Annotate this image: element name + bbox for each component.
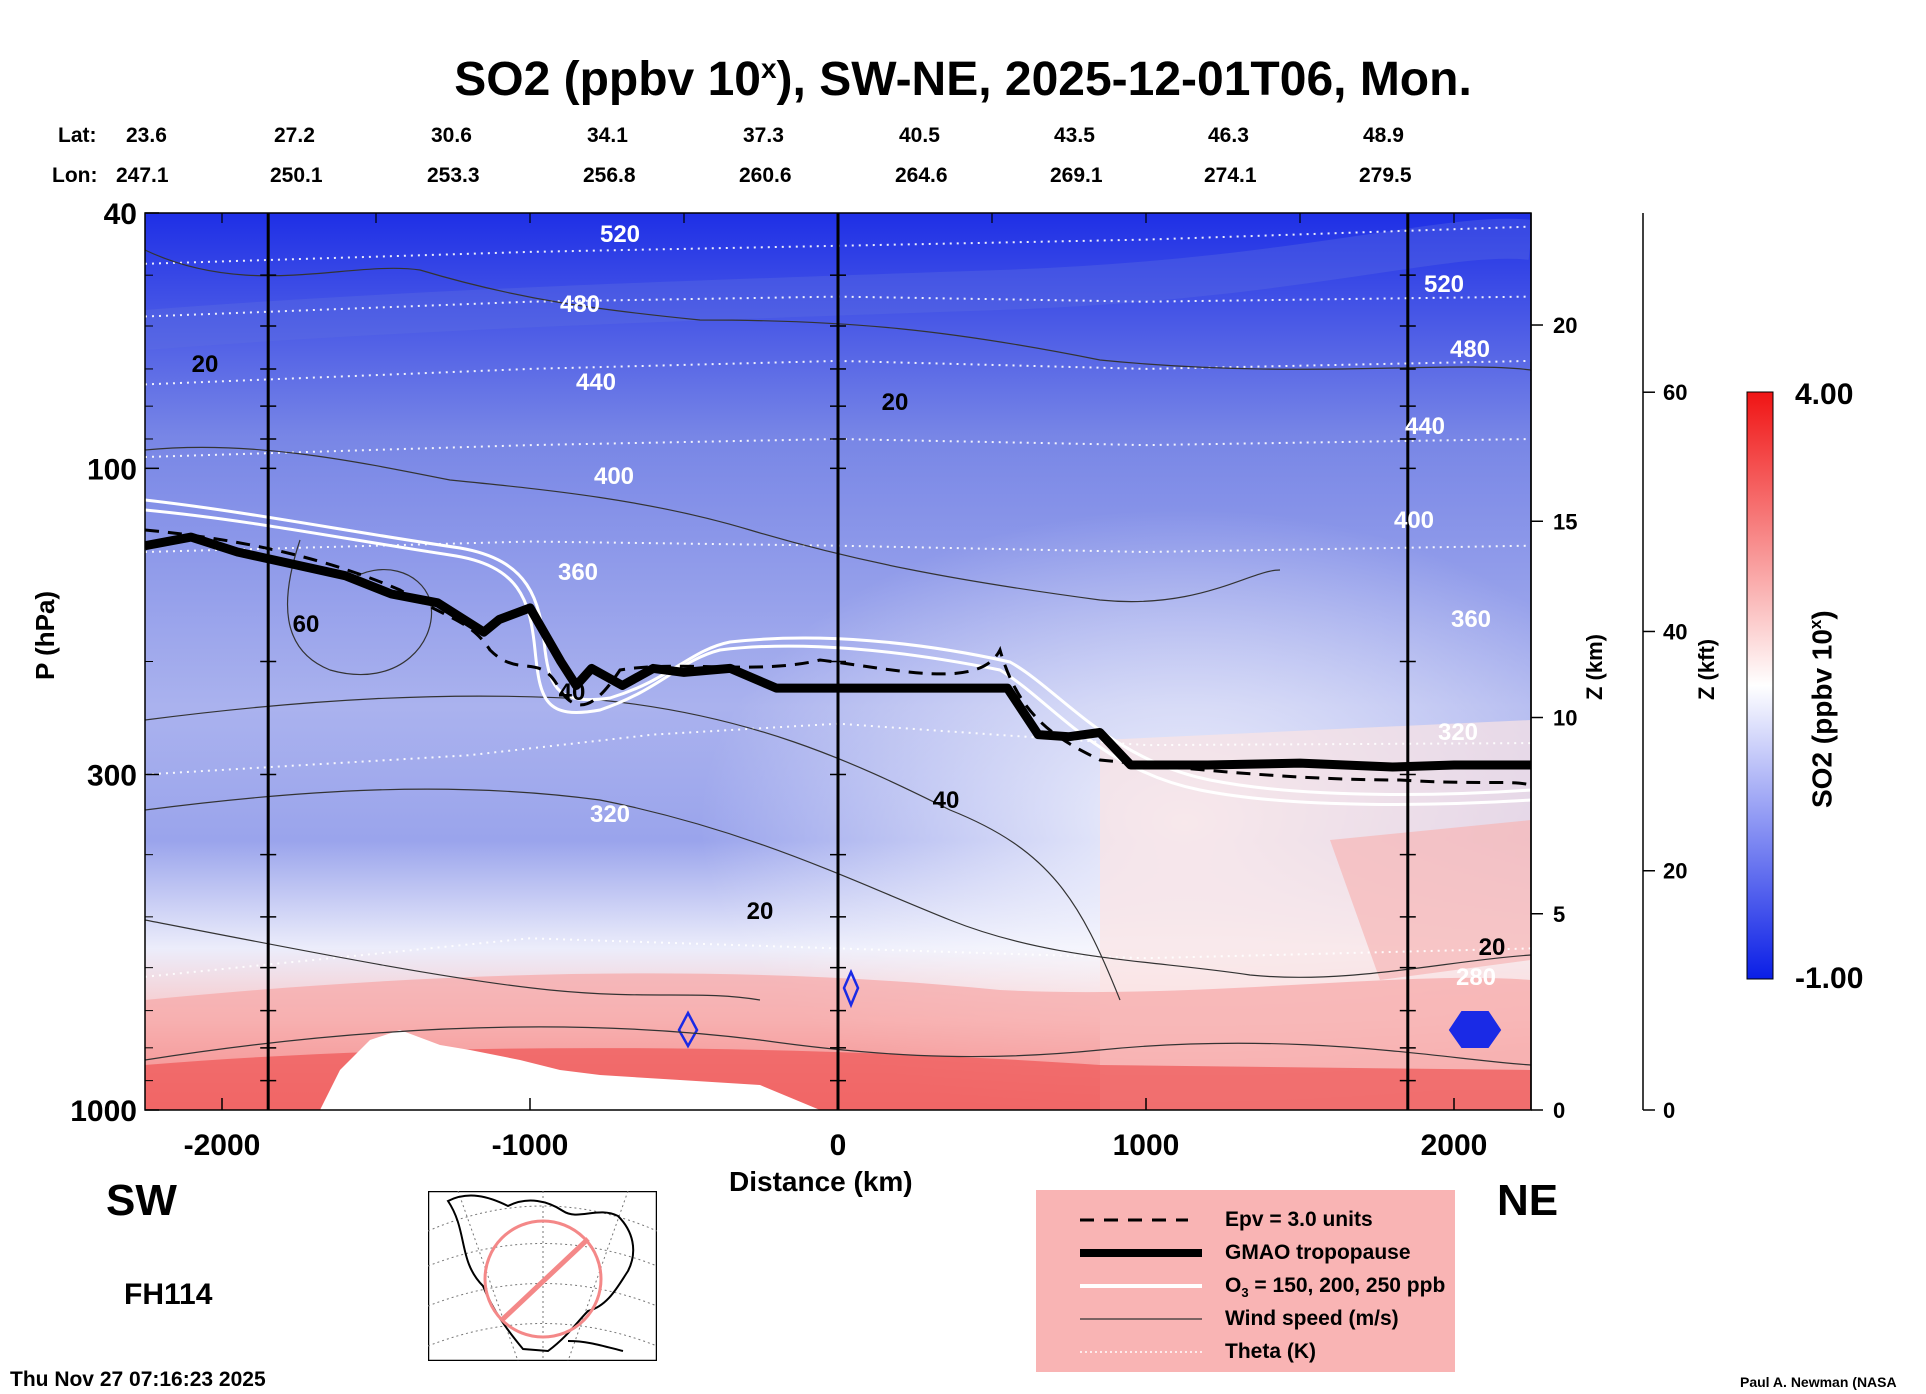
wind-contour [286,539,432,676]
theta-label: 440 [1405,413,1445,440]
legend-item-tropopause: GMAO tropopause [1225,1241,1411,1264]
y-tick-label: 300 [87,759,137,792]
x-tick-label: 0 [830,1129,847,1162]
sw-label: SW [106,1176,177,1225]
lat-value: 23.6 [126,124,167,147]
legend-item-o3: O3 = 150, 200, 250 ppb [1225,1274,1446,1301]
theta-label: 320 [1438,719,1478,746]
colorbar-min: -1.00 [1795,962,1864,995]
wind-contour [145,249,1531,371]
forecast-hour: FH114 [124,1278,213,1311]
colorbar-label: SO2 (ppbv 10x) [1806,610,1838,808]
epv-contour [145,528,1531,787]
wind-label: 40 [933,787,960,814]
z-km-tick-label: 10 [1553,706,1577,731]
lon-value: 279.5 [1359,164,1412,187]
chart-title: SO2 (ppbv 10x), SW-NE, 2025-12-01T06, Mo… [454,53,1472,106]
theta-label: 320 [590,801,630,828]
z-km-tick-label: 20 [1553,313,1577,338]
theta-label: 480 [1450,336,1490,363]
o3-contour [145,498,1531,796]
ne-label: NE [1497,1176,1559,1225]
x-tick-label: -1000 [492,1129,569,1162]
timestamp: Thu Nov 27 07:16:23 2025 [10,1368,266,1391]
lon-label: Lon: [52,164,98,187]
z-km-label: Z (km) [1582,634,1607,700]
wind-label: 20 [882,389,909,416]
wind-label: 20 [1479,934,1506,961]
lat-value: 40.5 [899,124,940,147]
z-kft-tick-label: 0 [1663,1098,1675,1123]
theta-contour [145,722,1531,776]
theta-label: 440 [576,369,616,396]
x-tick-label: 1000 [1113,1129,1180,1162]
o3-contour [145,508,1531,806]
theta-label: 400 [594,463,634,490]
lon-value: 260.6 [739,164,792,187]
legend-item-wind: Wind speed (m/s) [1225,1307,1399,1330]
lon-value: 250.1 [270,164,323,187]
z-kft-tick-label: 60 [1663,380,1687,405]
lon-value: 264.6 [895,164,948,187]
lon-value: 269.1 [1050,164,1103,187]
wind-label: 60 [293,611,320,638]
z-km-tick-label: 0 [1553,1098,1565,1123]
lat-value: 48.9 [1363,124,1404,147]
lat-value: 30.6 [431,124,472,147]
z-km-tick-label: 15 [1553,509,1577,534]
z-kft-tick-label: 20 [1663,859,1687,884]
theta-label: 480 [560,291,600,318]
tropopause-line [145,532,1531,772]
wind-contour [145,1026,1531,1066]
lon-value: 256.8 [583,164,636,187]
wind-label: 40 [559,679,586,706]
x-tick-label: 2000 [1421,1129,1488,1162]
y-tick-label: 40 [104,198,137,231]
theta-label: 360 [1451,606,1491,633]
lon-value: 247.1 [116,164,169,187]
inset-map [428,1191,657,1361]
theta-label: 360 [558,559,598,586]
wind-contour [145,446,1281,603]
wind-label: 20 [192,351,219,378]
legend-item-theta: Theta (K) [1225,1340,1316,1363]
y-tick-label: 100 [87,453,137,486]
lat-value: 27.2 [274,124,315,147]
lat-value: 43.5 [1054,124,1095,147]
wind-contour [145,788,1531,978]
lat-value: 34.1 [587,124,628,147]
colorbar [1746,391,1774,980]
theta-label: 520 [1424,271,1464,298]
y-axis-label: P (hPa) [30,590,60,680]
lat-value: 37.3 [743,124,784,147]
z-km-tick-label: 5 [1553,902,1565,927]
lon-value: 253.3 [427,164,480,187]
x-tick-label: -2000 [184,1129,261,1162]
z-kft-tick-label: 40 [1663,619,1687,644]
lon-value: 274.1 [1204,164,1257,187]
lat-label: Lat: [58,124,97,147]
wind-label: 20 [747,898,774,925]
theta-label: 280 [1456,964,1496,991]
legend: Epv = 3.0 units GMAO tropopause O3 = 150… [1036,1190,1455,1372]
y-tick-label: 1000 [70,1095,137,1128]
colorbar-max: 4.00 [1795,378,1854,411]
credit: Paul A. Newman (NASA [1740,1374,1897,1390]
wind-contour [145,695,1121,1001]
lat-value: 46.3 [1208,124,1249,147]
legend-item-epv: Epv = 3.0 units [1225,1208,1373,1231]
z-kft-label: Z (kft) [1694,638,1719,700]
x-axis-label: Distance (km) [729,1166,913,1197]
theta-label: 400 [1394,507,1434,534]
theta-label: 520 [600,221,640,248]
